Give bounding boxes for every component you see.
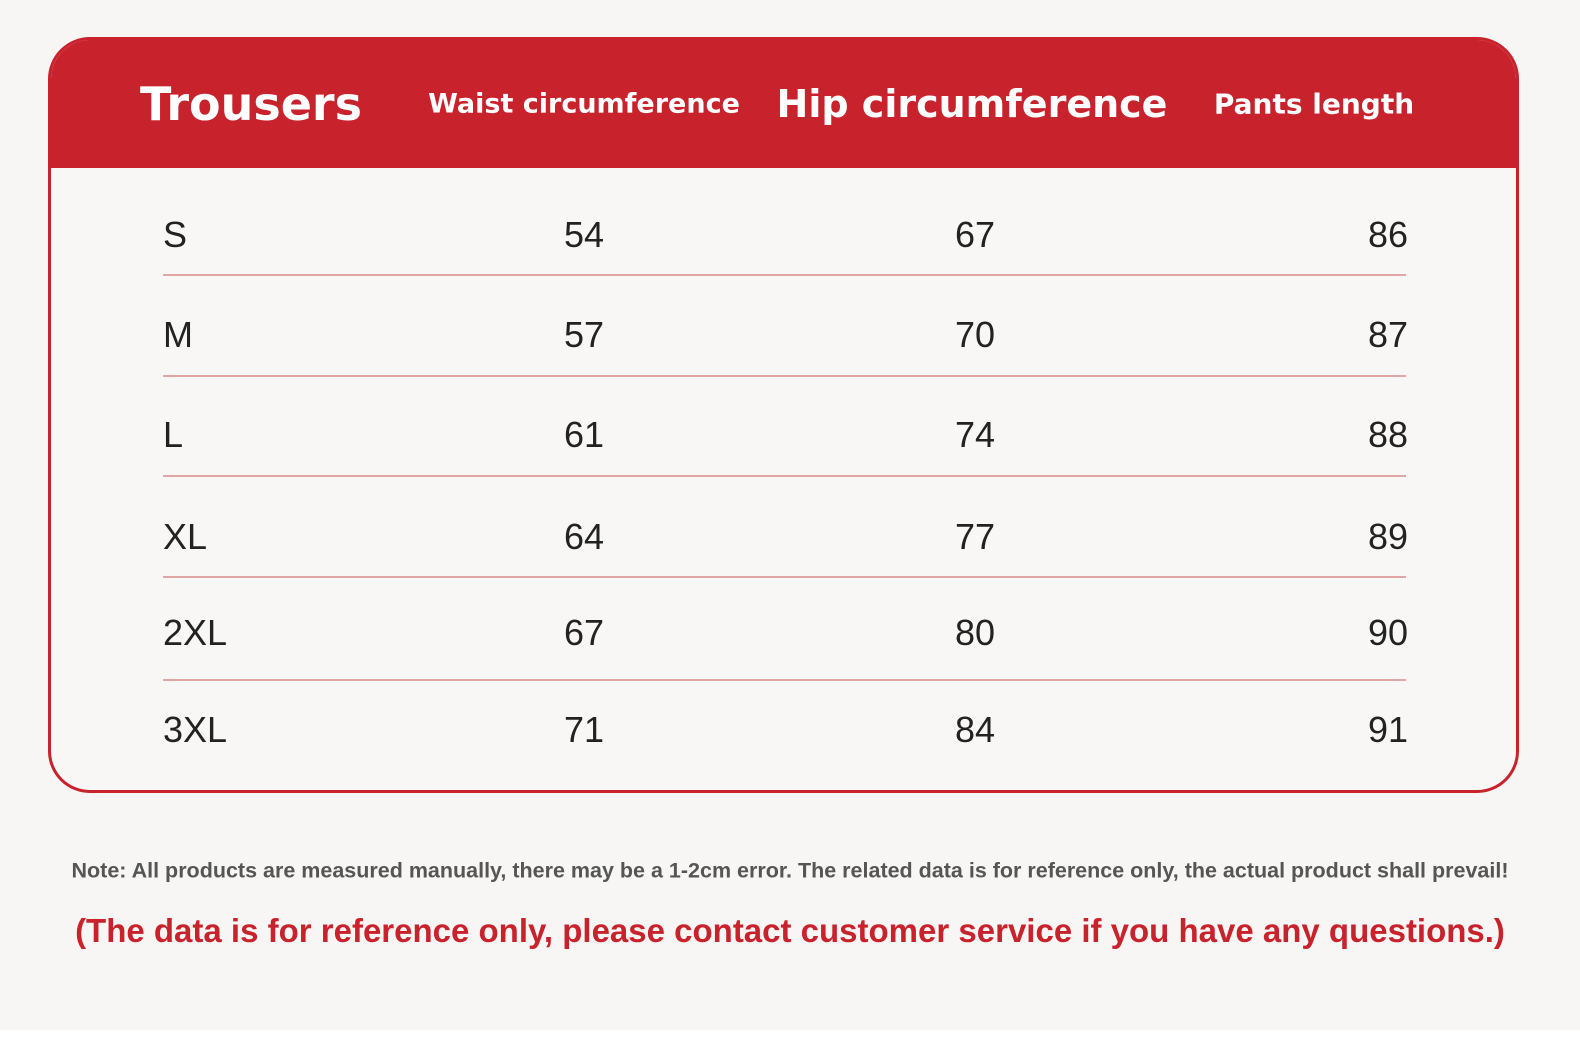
cell: 67 [563,612,605,653]
cell: 86 [1367,214,1408,255]
header-cell: Trousers [139,77,363,131]
cell: 88 [1367,414,1408,455]
row-divider [163,576,1406,578]
cell: 57 [563,314,605,355]
size-label: 2XL [163,612,228,653]
header-cell: Waist circumference [428,88,740,120]
size-label: XL [163,516,208,557]
cell: 90 [1367,612,1408,653]
cell: 80 [954,612,996,653]
cell: 61 [563,414,605,455]
size-label: M [163,314,193,355]
row-divider [163,274,1406,276]
header-cell: Hip circumference [776,82,1168,126]
table-header: Trousers Waist circumference Hip circumf… [51,40,1516,168]
cell: 54 [563,214,605,255]
cell: 74 [954,414,996,455]
row-divider [163,679,1406,681]
disclaimer: (The data is for reference only, please … [75,912,1505,949]
size-label: L [163,414,184,455]
cell: 91 [1367,709,1408,750]
cell: 71 [563,709,605,750]
header-cell: Pants length [1213,87,1415,121]
cell: 89 [1367,516,1408,557]
cell: 87 [1367,314,1408,355]
row-divider [163,375,1406,377]
cell: 67 [954,214,996,255]
size-table: Trousers Waist circumference Hip circumf… [48,37,1519,793]
note: Note: All products are measured manually… [71,858,1509,883]
size-label: 3XL [163,709,228,750]
size-label: S [163,214,188,255]
cell: 77 [954,516,996,557]
cell: 84 [954,709,996,750]
cell: 64 [563,516,605,557]
row-divider [163,475,1406,477]
cell: 70 [954,314,996,355]
